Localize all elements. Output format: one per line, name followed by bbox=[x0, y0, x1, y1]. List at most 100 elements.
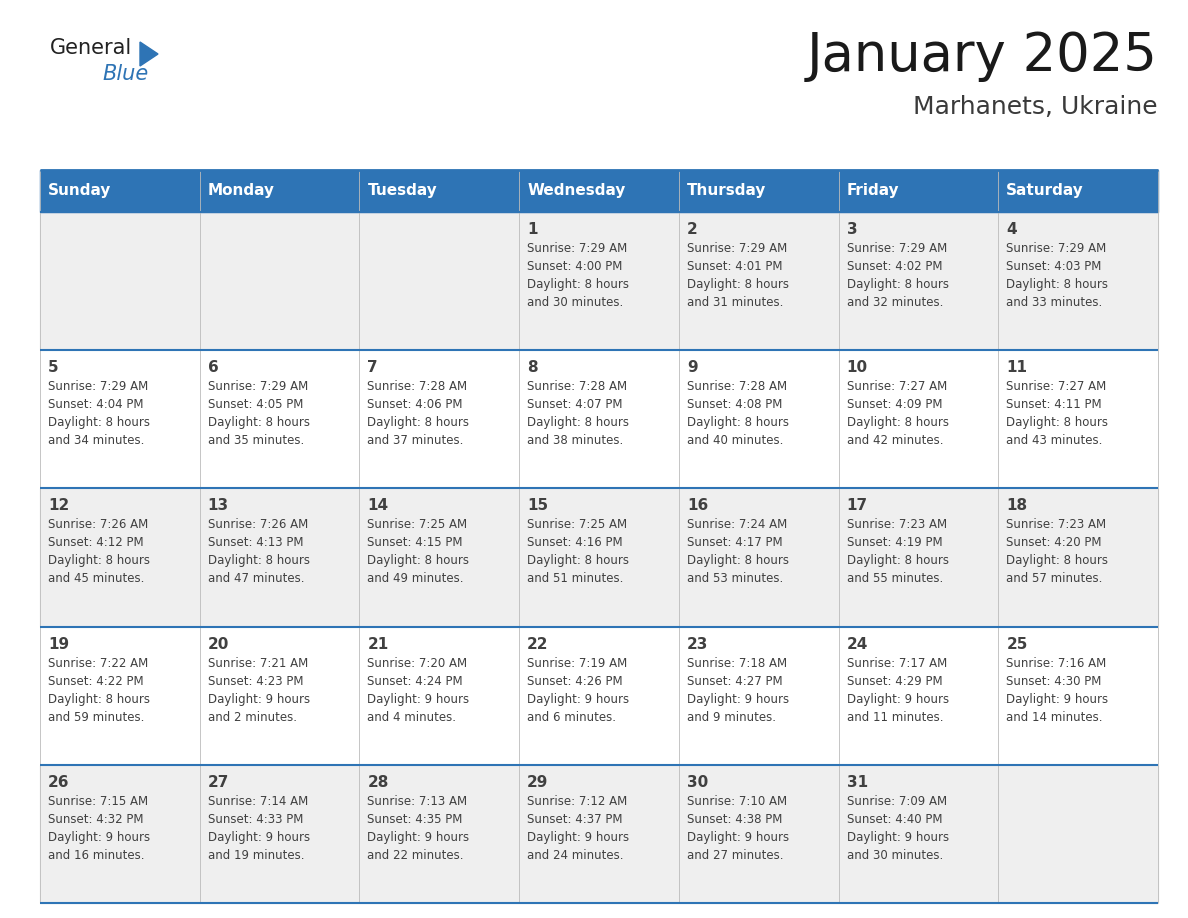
Text: and 32 minutes.: and 32 minutes. bbox=[847, 296, 943, 309]
Text: Daylight: 9 hours: Daylight: 9 hours bbox=[367, 831, 469, 844]
Text: Daylight: 8 hours: Daylight: 8 hours bbox=[367, 416, 469, 430]
Text: Sunrise: 7:14 AM: Sunrise: 7:14 AM bbox=[208, 795, 308, 808]
Text: Sunset: 4:35 PM: Sunset: 4:35 PM bbox=[367, 812, 463, 826]
Text: Sunset: 4:29 PM: Sunset: 4:29 PM bbox=[847, 675, 942, 688]
Text: and 37 minutes.: and 37 minutes. bbox=[367, 434, 463, 447]
Text: Daylight: 9 hours: Daylight: 9 hours bbox=[687, 831, 789, 844]
Text: and 24 minutes.: and 24 minutes. bbox=[527, 849, 624, 862]
Text: and 14 minutes.: and 14 minutes. bbox=[1006, 711, 1102, 723]
Text: and 51 minutes.: and 51 minutes. bbox=[527, 573, 624, 586]
Text: and 4 minutes.: and 4 minutes. bbox=[367, 711, 456, 723]
Text: and 40 minutes.: and 40 minutes. bbox=[687, 434, 783, 447]
Text: Sunset: 4:04 PM: Sunset: 4:04 PM bbox=[48, 398, 144, 411]
Text: 20: 20 bbox=[208, 636, 229, 652]
Text: Sunset: 4:11 PM: Sunset: 4:11 PM bbox=[1006, 398, 1102, 411]
Text: Sunset: 4:05 PM: Sunset: 4:05 PM bbox=[208, 398, 303, 411]
Text: Wednesday: Wednesday bbox=[527, 184, 626, 198]
Text: and 16 minutes.: and 16 minutes. bbox=[48, 849, 145, 862]
Text: Sunrise: 7:25 AM: Sunrise: 7:25 AM bbox=[367, 519, 468, 532]
Text: 19: 19 bbox=[48, 636, 69, 652]
Bar bbox=[40, 488, 1158, 627]
Text: Sunset: 4:32 PM: Sunset: 4:32 PM bbox=[48, 812, 144, 826]
Text: Sunset: 4:23 PM: Sunset: 4:23 PM bbox=[208, 675, 303, 688]
Text: Daylight: 9 hours: Daylight: 9 hours bbox=[527, 692, 630, 706]
Text: 21: 21 bbox=[367, 636, 388, 652]
Text: 3: 3 bbox=[847, 222, 858, 237]
Text: Sunrise: 7:22 AM: Sunrise: 7:22 AM bbox=[48, 656, 148, 669]
Text: 27: 27 bbox=[208, 775, 229, 789]
Text: 12: 12 bbox=[48, 498, 69, 513]
Text: Daylight: 9 hours: Daylight: 9 hours bbox=[367, 692, 469, 706]
Text: 10: 10 bbox=[847, 360, 867, 375]
Text: Daylight: 8 hours: Daylight: 8 hours bbox=[847, 416, 948, 430]
Polygon shape bbox=[140, 42, 158, 66]
Text: Sunrise: 7:26 AM: Sunrise: 7:26 AM bbox=[208, 519, 308, 532]
Text: Sunrise: 7:20 AM: Sunrise: 7:20 AM bbox=[367, 656, 468, 669]
Text: and 57 minutes.: and 57 minutes. bbox=[1006, 573, 1102, 586]
Text: and 55 minutes.: and 55 minutes. bbox=[847, 573, 943, 586]
Text: Daylight: 8 hours: Daylight: 8 hours bbox=[527, 554, 630, 567]
Text: Sunrise: 7:28 AM: Sunrise: 7:28 AM bbox=[527, 380, 627, 393]
Text: and 59 minutes.: and 59 minutes. bbox=[48, 711, 145, 723]
Text: Sunset: 4:06 PM: Sunset: 4:06 PM bbox=[367, 398, 463, 411]
Text: and 35 minutes.: and 35 minutes. bbox=[208, 434, 304, 447]
Text: Sunrise: 7:28 AM: Sunrise: 7:28 AM bbox=[687, 380, 786, 393]
Text: 15: 15 bbox=[527, 498, 549, 513]
Text: 18: 18 bbox=[1006, 498, 1028, 513]
Text: Sunrise: 7:12 AM: Sunrise: 7:12 AM bbox=[527, 795, 627, 808]
Text: and 2 minutes.: and 2 minutes. bbox=[208, 711, 297, 723]
Text: Sunrise: 7:26 AM: Sunrise: 7:26 AM bbox=[48, 519, 148, 532]
Text: Daylight: 9 hours: Daylight: 9 hours bbox=[687, 692, 789, 706]
Text: Daylight: 9 hours: Daylight: 9 hours bbox=[48, 831, 150, 844]
Text: 22: 22 bbox=[527, 636, 549, 652]
Text: and 43 minutes.: and 43 minutes. bbox=[1006, 434, 1102, 447]
Text: Sunset: 4:09 PM: Sunset: 4:09 PM bbox=[847, 398, 942, 411]
Text: and 27 minutes.: and 27 minutes. bbox=[687, 849, 783, 862]
Text: Sunset: 4:37 PM: Sunset: 4:37 PM bbox=[527, 812, 623, 826]
Text: Tuesday: Tuesday bbox=[367, 184, 437, 198]
Text: Sunrise: 7:13 AM: Sunrise: 7:13 AM bbox=[367, 795, 468, 808]
Text: 1: 1 bbox=[527, 222, 538, 237]
Text: Sunset: 4:08 PM: Sunset: 4:08 PM bbox=[687, 398, 782, 411]
Text: 13: 13 bbox=[208, 498, 229, 513]
Text: 30: 30 bbox=[687, 775, 708, 789]
Text: Sunrise: 7:25 AM: Sunrise: 7:25 AM bbox=[527, 519, 627, 532]
Text: Sunset: 4:03 PM: Sunset: 4:03 PM bbox=[1006, 260, 1101, 273]
Text: Sunrise: 7:29 AM: Sunrise: 7:29 AM bbox=[687, 242, 788, 255]
Text: 6: 6 bbox=[208, 360, 219, 375]
Text: 25: 25 bbox=[1006, 636, 1028, 652]
Text: 26: 26 bbox=[48, 775, 70, 789]
Text: and 6 minutes.: and 6 minutes. bbox=[527, 711, 617, 723]
Text: 9: 9 bbox=[687, 360, 697, 375]
Text: Daylight: 8 hours: Daylight: 8 hours bbox=[367, 554, 469, 567]
Text: and 31 minutes.: and 31 minutes. bbox=[687, 296, 783, 309]
Text: Daylight: 8 hours: Daylight: 8 hours bbox=[48, 692, 150, 706]
Text: 16: 16 bbox=[687, 498, 708, 513]
Text: Daylight: 8 hours: Daylight: 8 hours bbox=[1006, 278, 1108, 291]
Bar bbox=[40, 212, 1158, 350]
Text: Thursday: Thursday bbox=[687, 184, 766, 198]
Text: Sunrise: 7:29 AM: Sunrise: 7:29 AM bbox=[847, 242, 947, 255]
Text: 29: 29 bbox=[527, 775, 549, 789]
Text: Friday: Friday bbox=[847, 184, 899, 198]
Text: 28: 28 bbox=[367, 775, 388, 789]
Text: Sunrise: 7:27 AM: Sunrise: 7:27 AM bbox=[847, 380, 947, 393]
Text: Sunset: 4:01 PM: Sunset: 4:01 PM bbox=[687, 260, 783, 273]
Bar bbox=[40, 170, 1158, 212]
Text: Sunset: 4:17 PM: Sunset: 4:17 PM bbox=[687, 536, 783, 549]
Text: Sunset: 4:30 PM: Sunset: 4:30 PM bbox=[1006, 675, 1101, 688]
Text: Marhanets, Ukraine: Marhanets, Ukraine bbox=[914, 95, 1158, 119]
Text: General: General bbox=[50, 38, 132, 58]
Text: Sunrise: 7:29 AM: Sunrise: 7:29 AM bbox=[48, 380, 148, 393]
Text: Daylight: 8 hours: Daylight: 8 hours bbox=[847, 278, 948, 291]
Text: Saturday: Saturday bbox=[1006, 184, 1083, 198]
Text: Sunday: Sunday bbox=[48, 184, 112, 198]
Text: Daylight: 8 hours: Daylight: 8 hours bbox=[687, 278, 789, 291]
Text: Daylight: 9 hours: Daylight: 9 hours bbox=[527, 831, 630, 844]
Text: Sunrise: 7:29 AM: Sunrise: 7:29 AM bbox=[1006, 242, 1106, 255]
Text: Daylight: 8 hours: Daylight: 8 hours bbox=[208, 554, 310, 567]
Text: 14: 14 bbox=[367, 498, 388, 513]
Text: and 19 minutes.: and 19 minutes. bbox=[208, 849, 304, 862]
Text: and 53 minutes.: and 53 minutes. bbox=[687, 573, 783, 586]
Bar bbox=[40, 627, 1158, 765]
